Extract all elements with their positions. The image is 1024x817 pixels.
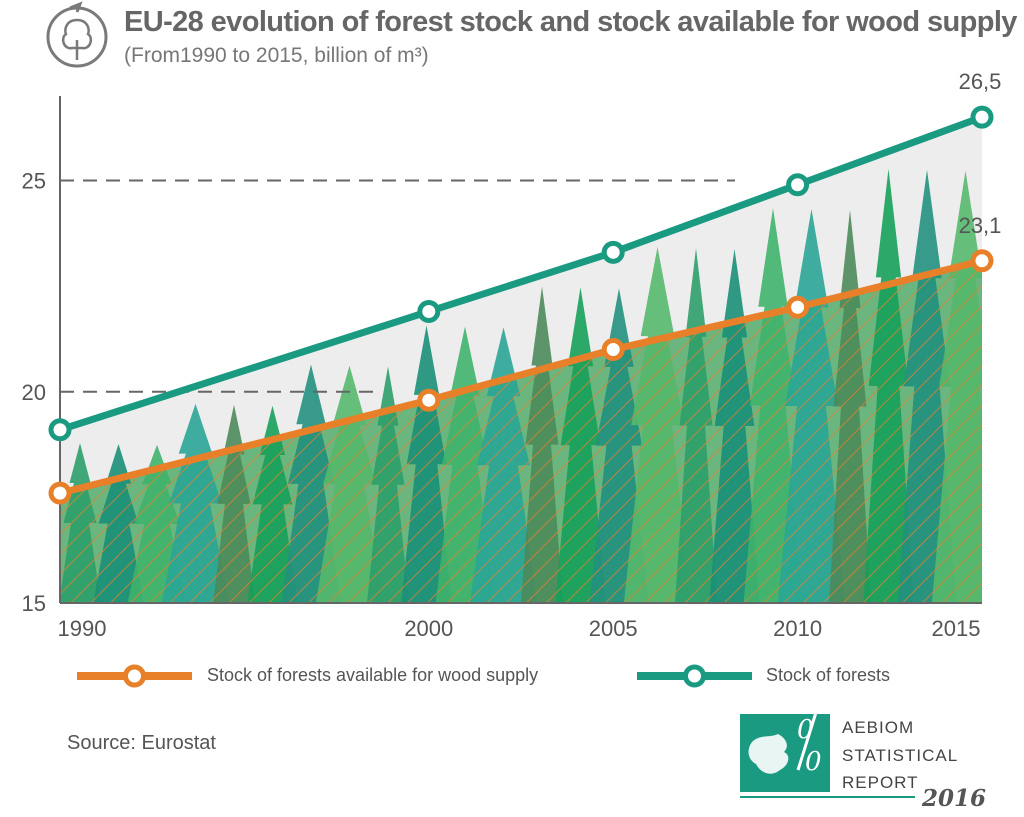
chart-subtitle: (From1990 to 2015, billion of m³) xyxy=(124,44,429,67)
data-label: 26,5 xyxy=(959,69,1002,94)
x-tick-label: 1990 xyxy=(58,616,107,641)
available-series-point xyxy=(970,249,994,273)
brand-line-3: REPORT xyxy=(842,773,919,792)
y-tick-label: 20 xyxy=(22,380,46,405)
source-note: Source: Eurostat xyxy=(67,732,216,754)
x-tick-label: 2010 xyxy=(773,616,822,641)
brand-line-1: AEBIOM xyxy=(842,718,915,737)
legend-label-forests: Stock of forests xyxy=(766,665,891,685)
x-tick-label: 2005 xyxy=(589,616,638,641)
legend-label-available: Stock of forests available for wood supp… xyxy=(207,665,539,685)
forests-series-point xyxy=(970,105,994,129)
brand-line-2: STATISTICAL xyxy=(842,746,959,765)
y-tick-label: 25 xyxy=(22,169,46,194)
tree-icon xyxy=(46,1,108,68)
forests-series-point xyxy=(786,173,810,197)
x-tick-label: 2015 xyxy=(932,616,981,641)
aebiom-logo: 0 0 xyxy=(740,705,915,798)
svg-text:0: 0 xyxy=(805,747,822,777)
available-series-point xyxy=(786,295,810,319)
legend-available-marker xyxy=(123,664,146,688)
x-tick-label: 2000 xyxy=(404,616,453,641)
y-tick-label: 15 xyxy=(22,591,46,616)
forests-series-point xyxy=(48,418,72,442)
area-available-hatch xyxy=(60,260,982,603)
chart-title: EU-28 evolution of forest stock and stoc… xyxy=(124,6,1017,38)
forests-series-point xyxy=(417,299,441,323)
available-series-point xyxy=(417,388,441,412)
data-label: 23,1 xyxy=(959,213,1002,238)
forests-series-point xyxy=(601,240,625,264)
legend-forests-marker xyxy=(683,664,706,688)
brand-year: 2016 xyxy=(922,785,987,812)
area-between-series xyxy=(60,117,982,494)
available-series-point xyxy=(601,338,625,361)
available-series-point xyxy=(48,481,72,505)
